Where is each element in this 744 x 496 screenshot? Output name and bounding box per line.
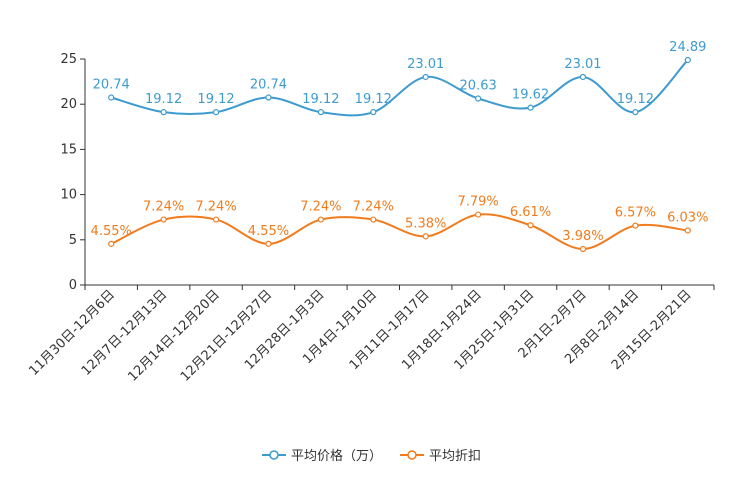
data-label: 19.62 (512, 88, 549, 103)
legend-label[interactable]: 平均价格（万） (291, 448, 382, 464)
legend[interactable]: 平均价格（万） 平均折扣 (262, 448, 481, 464)
data-label: 19.12 (617, 92, 654, 107)
legend-marker-icon (269, 450, 279, 460)
data-point (160, 109, 167, 116)
data-point (212, 216, 220, 223)
data-point (422, 233, 429, 240)
data-point (684, 227, 691, 234)
data-label: 5.38% (405, 216, 446, 231)
data-label: 7.24% (300, 200, 341, 215)
data-label: 6.57% (615, 206, 656, 221)
data-point (422, 73, 429, 81)
data-point (160, 216, 167, 223)
x-tick-label: 12月21日-12月27日 (178, 287, 275, 384)
data-label: 23.01 (564, 57, 601, 72)
data-labels: 20.74 19.12 19.12 20.74 19.12 19.12 23.01 20.63… (91, 40, 709, 244)
legend-marker-icon (407, 450, 417, 460)
data-point (579, 73, 587, 81)
data-point (317, 216, 324, 223)
data-point (370, 216, 377, 223)
data-label: 19.12 (145, 92, 182, 107)
data-label: 19.12 (197, 92, 234, 107)
data-point (370, 109, 377, 116)
data-point (527, 222, 534, 229)
data-point (579, 245, 587, 253)
y-tick-label: 25 (60, 52, 77, 67)
data-point (212, 109, 220, 116)
data-label: 7.24% (353, 200, 394, 215)
data-point (265, 94, 272, 101)
data-point (108, 240, 115, 247)
data-label: 19.12 (355, 92, 392, 107)
series-line-2 (110, 213, 688, 251)
data-label: 7.24% (143, 200, 184, 215)
y-tick-label: 20 (60, 97, 77, 112)
data-label: 4.55% (91, 224, 132, 239)
data-label: 24.89 (669, 40, 706, 55)
data-label: 4.55% (248, 224, 289, 239)
data-point (317, 109, 324, 116)
series-lines (108, 56, 691, 253)
data-point (632, 109, 639, 116)
data-label: 6.03% (667, 210, 708, 225)
data-label: 20.74 (250, 78, 287, 93)
data-point (475, 211, 482, 218)
data-label: 7.24% (195, 200, 236, 215)
data-point (265, 240, 272, 247)
data-point (632, 222, 639, 229)
data-point (475, 95, 482, 102)
data-point (108, 94, 115, 101)
data-label: 19.12 (302, 92, 339, 107)
y-tick-label: 0 (69, 278, 77, 293)
x-tick-label: 11月30日-12月6日 (26, 287, 118, 379)
data-point (684, 56, 691, 64)
data-label: 20.63 (460, 79, 497, 94)
y-tick-label: 15 (60, 142, 77, 157)
data-label: 23.01 (407, 57, 444, 72)
data-label: 7.79% (457, 195, 498, 210)
y-tick-label: 10 (60, 188, 77, 203)
y-tick-label: 5 (69, 233, 77, 248)
legend-label[interactable]: 平均折扣 (429, 449, 481, 464)
x-tick-label: 12月14日-12月20日 (125, 287, 222, 384)
data-label: 20.74 (93, 78, 130, 93)
data-point (527, 104, 534, 111)
data-label: 3.98% (562, 229, 603, 244)
data-label: 6.61% (510, 205, 551, 220)
